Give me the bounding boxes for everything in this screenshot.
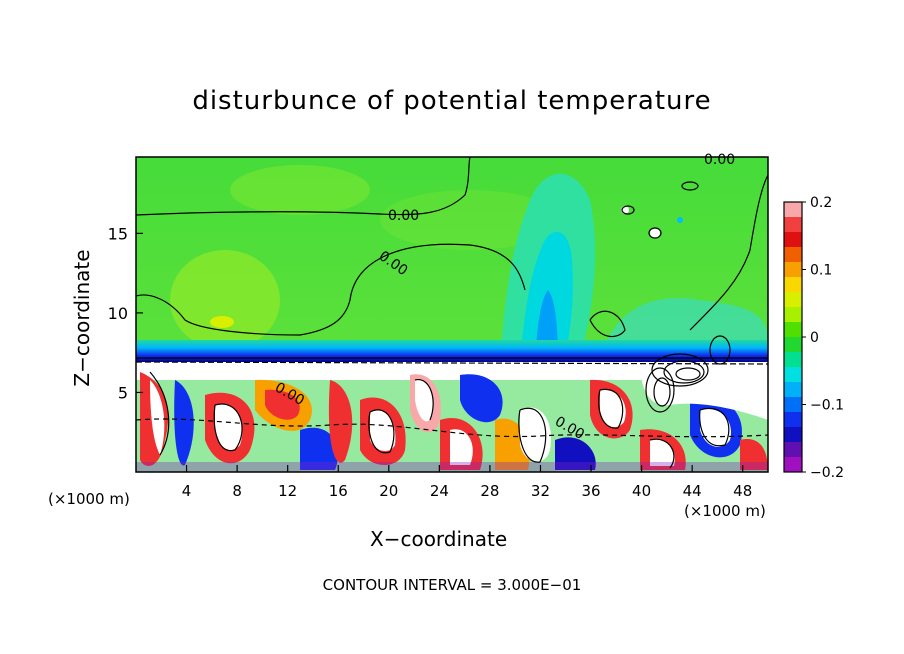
colorbar-tick-label: 0.2 (810, 195, 832, 211)
contour-line (414, 379, 434, 421)
colorbar-swatch (784, 307, 802, 323)
x-tick-label: 12 (278, 482, 297, 500)
x-tick-label: 16 (329, 482, 348, 500)
contour-line (589, 310, 626, 338)
x-tick-label: 28 (480, 482, 499, 500)
y-axis: 5 10 15 (108, 224, 143, 402)
colorbar-swatch (784, 367, 802, 383)
y-tick-label: 10 (108, 304, 128, 323)
contour-line (689, 174, 768, 331)
contour-line (518, 407, 547, 463)
yellow-patch (210, 316, 234, 328)
colorbar-swatch (784, 247, 802, 263)
contour-label: 0.00 (704, 152, 735, 168)
plot-frame (135, 156, 769, 473)
gradient-band (136, 340, 768, 362)
contour-line (136, 243, 526, 336)
colorbar-swatch (784, 232, 802, 248)
contour-interval-note: CONTOUR INTERVAL = 3.000E−01 (322, 576, 582, 594)
colorbar-swatch (784, 277, 802, 293)
x-tick-label: 20 (379, 482, 398, 500)
y-tick-label: 15 (108, 224, 128, 243)
colorbar-swatch (784, 442, 802, 458)
light-green-patch (170, 250, 280, 350)
colorbar-tick-label: 0 (810, 330, 819, 346)
colorbar-swatch (784, 382, 802, 398)
colorbar-swatch (784, 217, 802, 233)
contour-line (649, 438, 675, 469)
colorbar-swatch (784, 262, 802, 278)
x-tick-label: 48 (733, 482, 752, 500)
colorbar-tick-label: −0.1 (810, 398, 844, 414)
colorbar-swatch (784, 322, 802, 338)
contour-line (136, 157, 471, 216)
contour-line (368, 409, 395, 454)
x-unit-label-right: (×1000 m) (684, 502, 766, 520)
x-tick-label: 24 (430, 482, 449, 500)
x-tick-label: 4 (182, 482, 192, 500)
colorbar-swatch (784, 337, 802, 353)
colorbar-swatch (784, 412, 802, 428)
light-green-patch (230, 165, 370, 215)
x-tick-label: 36 (581, 482, 600, 500)
colorbar-swatch (784, 352, 802, 368)
mixed-region (640, 362, 768, 420)
contour-line (136, 361, 768, 365)
contour-line (213, 403, 243, 452)
colorbar-swatch (784, 292, 802, 308)
colorbar-swatch (784, 397, 802, 413)
colorbar-tick-label: 0.1 (810, 263, 832, 279)
contour-line (699, 407, 730, 447)
light-green-patch (380, 190, 560, 250)
cool-blob (174, 380, 194, 466)
contour-label: 0.00 (388, 208, 419, 224)
x-axis-label: X−coordinate (370, 527, 508, 551)
chart-title: disturbunce of potential temperature (192, 86, 712, 116)
contour-line (149, 371, 170, 456)
y-tick-label: 5 (118, 383, 128, 402)
y-axis-label: Z−coordinate (70, 249, 94, 387)
colorbar-swatch (784, 427, 802, 443)
contour-lines (136, 157, 768, 469)
contour-line (136, 418, 768, 438)
x-unit-label-left: (×1000 m) (48, 490, 130, 508)
x-tick-label: 8 (232, 482, 242, 500)
x-tick-label: 32 (531, 482, 550, 500)
colorbar-swatch (784, 457, 802, 473)
x-axis: 4 8 12 16 20 24 28 32 36 40 44 48 (182, 465, 752, 500)
colorbar-swatch (784, 202, 802, 218)
contour-line (597, 388, 624, 429)
colorbar: 0.2 0.1 0 −0.1 −0.2 (783, 195, 844, 481)
x-tick-label: 44 (683, 482, 702, 500)
x-tick-label: 40 (632, 482, 651, 500)
heatmap-field (136, 157, 768, 472)
colorbar-tick-label: −0.2 (810, 465, 844, 481)
